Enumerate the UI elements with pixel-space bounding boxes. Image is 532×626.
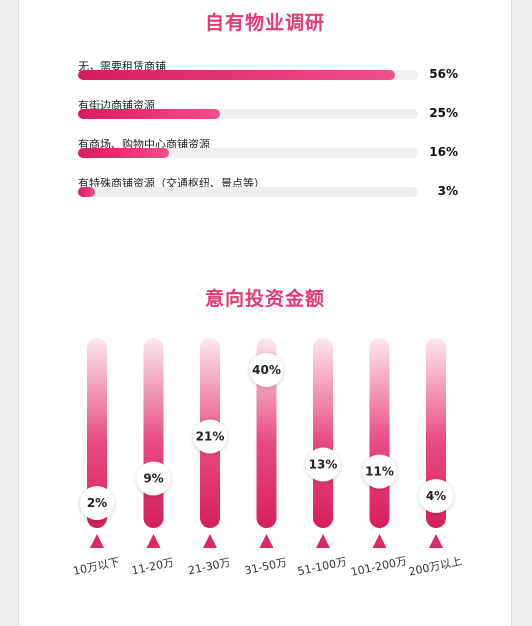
investment-value-bubble [249,353,284,387]
property-row-label: 无，需要租赁商铺 [78,60,166,73]
property-bar-fill [78,70,396,80]
property-bar-track [78,109,418,119]
investment-value-bubble [193,419,227,454]
property-bar-track [78,148,418,158]
investment-category-label: 200万以上 [408,555,464,579]
property-bar-track [78,70,418,80]
investment-triangle-marker [316,534,330,548]
investment-value-label: 2% [87,496,107,510]
investment-bar [87,338,107,528]
investment-value-label: 9% [143,472,163,486]
investment-value-label: 11% [365,465,394,479]
investment-value-bubble [80,486,114,520]
investment-category-label: 51-100万 [296,555,348,578]
investment-category-label: 31-50万 [243,556,288,578]
property-bar-track [78,187,418,197]
investment-value-label: 40% [252,363,281,377]
investment-triangle-marker [90,534,104,548]
investment-title: 意向投资金额 [204,288,325,310]
investment-bar-chart: 2% 10万以下 9% 11-20万 21% 21-30万 40% 31-50万 13% 51-1… [72,338,464,579]
property-row-percent: 3% [437,184,458,198]
investment-value-label: 21% [196,430,225,444]
investment-bar [313,338,333,528]
investment-triangle-marker [429,534,443,548]
property-row-label: 有商场、购物中心商铺资源 [78,138,210,151]
investment-value-bubble [362,454,397,489]
investment-triangle-marker [203,534,217,548]
property-row-percent: 25% [429,106,458,120]
investment-value-bubble [306,447,340,482]
investment-category-label: 21-30万 [187,556,232,578]
investment-value-bubble [419,479,453,513]
investment-category-label: 101-200万 [350,554,408,579]
property-row-mall: 有商场、购物中心商铺资源 16% [78,136,458,170]
property-bar-fill [78,187,95,197]
property-survey-title: 自有物业调研 [204,12,325,34]
property-row-street: 有街边商铺资源 25% [78,97,458,131]
investment-value-label: 4% [426,489,446,503]
investment-value-bubble [136,461,171,496]
property-bar-fill [78,109,220,119]
investment-triangle-marker [146,534,161,548]
investment-bar [143,338,164,528]
property-row-label: 有街边商铺资源 [78,99,155,112]
investment-triangle-marker [259,534,274,548]
property-row-rent: 无，需要租赁商铺 56% [78,58,458,92]
investment-category-label: 10万以下 [72,555,121,577]
investment-category-label: 11-20万 [130,556,175,578]
investment-triangle-marker [372,534,387,548]
property-row-percent: 16% [429,145,458,159]
property-row-label: 有特殊商铺资源（交通枢纽、景点等） [78,177,265,190]
property-row-special: 有特殊商铺资源（交通枢纽、景点等） 3% [78,175,458,209]
property-row-percent: 56% [429,67,458,81]
survey-card: 自有物业调研 无，需要租赁商铺 56% 有街边商铺资源 25% 有商场、购物中心… [18,0,512,626]
property-bar-fill [78,148,169,158]
investment-bar [369,338,390,528]
investment-value-label: 13% [309,458,338,472]
